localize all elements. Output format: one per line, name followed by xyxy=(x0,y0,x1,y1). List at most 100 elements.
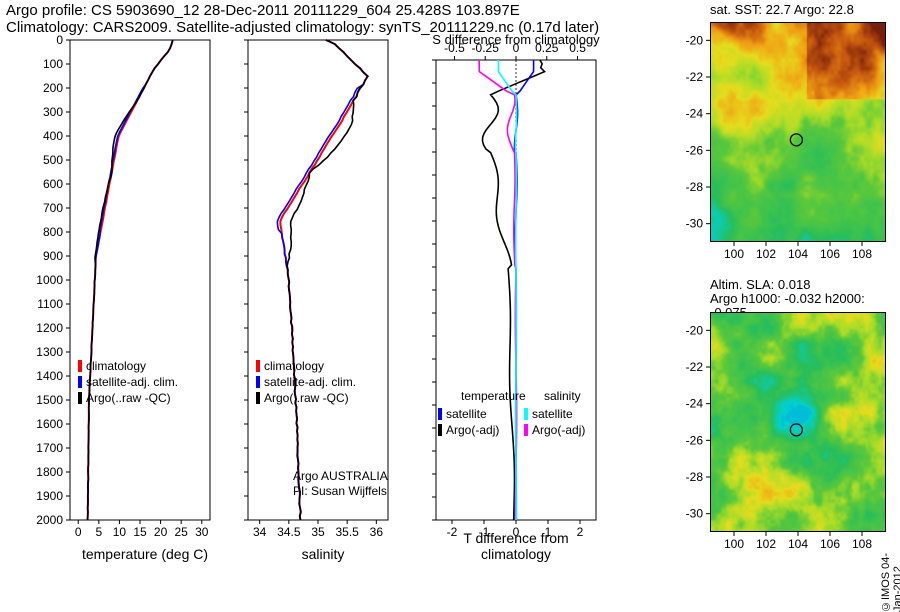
sdiff-xlabel: S difference from climatology xyxy=(431,32,601,47)
legend-swatch-argo-raw xyxy=(78,392,82,404)
svg-text:0: 0 xyxy=(75,525,82,539)
svg-text:100: 100 xyxy=(724,537,744,551)
svg-text:1500: 1500 xyxy=(36,393,63,407)
svg-text:-24: -24 xyxy=(686,107,704,121)
header-line1: Argo profile: CS 5903690_12 28-Dec-2011 … xyxy=(6,2,599,19)
svg-text:1800: 1800 xyxy=(36,465,63,479)
salinity-axis-ticks: 34 34.5 35 35.5 36 xyxy=(253,520,383,539)
svg-text:-24: -24 xyxy=(686,397,704,411)
annotation-pi: PI: Susan Wijffels xyxy=(293,484,387,498)
legend-label-satellite-adj: satellite-adj. clim. xyxy=(86,375,178,389)
legend-label-temp-argo: Argo(-adj) xyxy=(446,423,499,437)
svg-text:1100: 1100 xyxy=(37,297,63,311)
svg-text:500: 500 xyxy=(43,153,63,167)
legend-swatch-satellite-adj-2 xyxy=(256,376,260,388)
difference-profile-panel[interactable]: -2 -1 0 1 2 -0.5 -0.25 0 0.25 0.5 temperature sa… xyxy=(426,30,654,560)
svg-text:1600: 1600 xyxy=(36,417,63,431)
svg-text:-26: -26 xyxy=(686,143,704,157)
annotation-argo-australia: Argo AUSTRALIA xyxy=(293,469,388,483)
svg-text:15: 15 xyxy=(133,525,147,539)
svg-text:108: 108 xyxy=(852,537,872,551)
svg-text:-28: -28 xyxy=(686,180,704,194)
image-credit: ©IMOS 04-Jan-2012 17:00:51 xyxy=(880,542,900,612)
svg-text:34.5: 34.5 xyxy=(277,525,301,539)
svg-text:200: 200 xyxy=(43,81,63,95)
svg-text:20: 20 xyxy=(154,525,168,539)
svg-text:-22: -22 xyxy=(686,360,704,374)
svg-text:1400: 1400 xyxy=(36,369,63,383)
svg-text:106: 106 xyxy=(820,537,840,551)
svg-text:1300: 1300 xyxy=(36,345,63,359)
svg-text:-28: -28 xyxy=(686,470,704,484)
salinity-xlabel: salinity xyxy=(253,546,393,562)
svg-text:100: 100 xyxy=(724,247,744,258)
altimetry-heatmap[interactable] xyxy=(710,312,886,532)
svg-text:-26: -26 xyxy=(686,433,704,447)
legend-label-climatology-2: climatology xyxy=(264,359,324,373)
temperature-xlabel: temperature (deg C) xyxy=(75,546,215,562)
legend-swatch-sal-satellite xyxy=(524,408,528,420)
legend-label-argo-raw-2: Argo(..raw -QC) xyxy=(264,391,349,405)
svg-text:1200: 1200 xyxy=(36,321,63,335)
svg-text:25: 25 xyxy=(174,525,188,539)
svg-text:1000: 1000 xyxy=(36,273,63,287)
svg-text:5: 5 xyxy=(95,525,102,539)
legend-swatch-climatology xyxy=(78,360,82,372)
svg-text:104: 104 xyxy=(788,537,808,551)
legend-swatch-sal-argo xyxy=(524,424,528,436)
svg-text:2000: 2000 xyxy=(36,513,63,527)
svg-text:35: 35 xyxy=(311,525,325,539)
svg-text:35.5: 35.5 xyxy=(335,525,359,539)
legend-swatch-temp-satellite xyxy=(438,408,442,420)
legend-swatch-temp-argo xyxy=(438,424,442,436)
salinity-profile-panel[interactable]: 34 34.5 35 35.5 36 climatology satellite-adj… xyxy=(228,30,428,560)
svg-text:108: 108 xyxy=(852,247,872,258)
svg-text:-20: -20 xyxy=(686,323,704,337)
legend-title-temperature: temperature xyxy=(461,389,526,403)
svg-text:300: 300 xyxy=(43,105,63,119)
legend-label-climatology: climatology xyxy=(86,359,146,373)
svg-text:1700: 1700 xyxy=(36,441,63,455)
legend-label-satellite-adj-2: satellite-adj. clim. xyxy=(264,375,356,389)
temperature-axis-ticks: 0 5 10 15 20 25 30 xyxy=(75,520,209,539)
altimetry-map-panel[interactable]: Altim. SLA: 0.018 Argo h1000: -0.032 h20… xyxy=(682,292,892,562)
depth-axis-ticks-3 xyxy=(432,60,436,520)
tdiff-xlabel: T difference from climatology xyxy=(431,530,601,562)
svg-text:400: 400 xyxy=(43,129,63,143)
sst-heatmap[interactable] xyxy=(710,22,886,242)
svg-text:-30: -30 xyxy=(686,217,704,231)
svg-text:106: 106 xyxy=(820,247,840,258)
svg-text:1900: 1900 xyxy=(36,489,63,503)
svg-text:-30: -30 xyxy=(686,507,704,521)
legend-title-salinity: salinity xyxy=(544,389,581,403)
salinity-legend[interactable]: climatology satellite-adj. clim. Argo(..… xyxy=(256,359,356,405)
temperature-profile-panel[interactable]: 0 100 200 300 400 500 600 700 800 900 1000 1100 1200… xyxy=(30,30,230,560)
legend-label-argo-raw: Argo(..raw -QC) xyxy=(86,391,171,405)
svg-text:-20: -20 xyxy=(686,33,704,47)
temperature-legend[interactable]: climatology satellite-adj. clim. Argo(..… xyxy=(78,359,178,405)
svg-text:800: 800 xyxy=(43,225,63,239)
legend-swatch-argo-raw-2 xyxy=(256,392,260,404)
svg-text:10: 10 xyxy=(113,525,127,539)
svg-text:34: 34 xyxy=(253,525,267,539)
svg-text:30: 30 xyxy=(195,525,209,539)
svg-text:-22: -22 xyxy=(686,70,704,84)
legend-swatch-climatology-2 xyxy=(256,360,260,372)
altimetry-title-line1: Altim. SLA: 0.018 xyxy=(710,278,892,292)
legend-swatch-satellite-adj xyxy=(78,376,82,388)
svg-text:900: 900 xyxy=(43,249,63,263)
depth-axis-ticks-2 xyxy=(244,40,248,520)
legend-label-sal-argo: Argo(-adj) xyxy=(532,423,585,437)
svg-text:0: 0 xyxy=(56,33,63,47)
svg-text:102: 102 xyxy=(756,247,776,258)
svg-text:104: 104 xyxy=(788,247,808,258)
svg-text:102: 102 xyxy=(756,537,776,551)
svg-text:700: 700 xyxy=(43,201,63,215)
svg-text:36: 36 xyxy=(370,525,384,539)
legend-label-sal-satellite: satellite xyxy=(532,407,573,421)
sst-map-title: sat. SST: 22.7 Argo: 22.8 xyxy=(710,2,854,17)
depth-axis-ticks: 0 100 200 300 400 500 600 700 800 900 1000 1100 1200… xyxy=(36,33,70,527)
sst-map-panel[interactable]: sat. SST: 22.7 Argo: 22.8 100 102 104 106 10… xyxy=(682,8,892,258)
svg-text:100: 100 xyxy=(43,57,63,71)
legend-label-temp-satellite: satellite xyxy=(446,407,487,421)
